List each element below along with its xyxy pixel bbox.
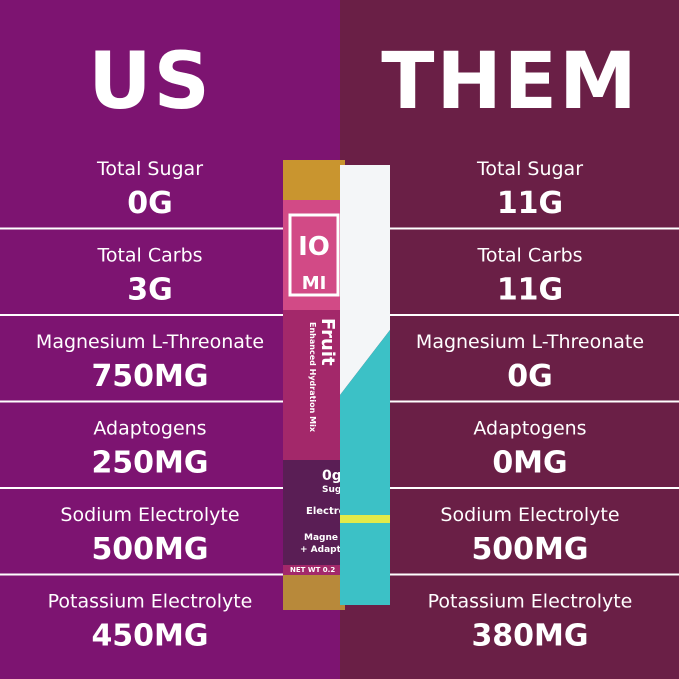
row-label: Magnesium L-Threonate (36, 331, 264, 353)
row-label: Total Carbs (476, 245, 582, 267)
packet: IO MI Fruit Enhanced Hydration Mix 0g Su… (283, 160, 390, 610)
them-value: 380MG (471, 619, 588, 654)
electro: Electro (306, 506, 346, 517)
them-header: THEM (381, 37, 638, 127)
us-value: 250MG (91, 446, 208, 481)
row-label: Sodium Electrolyte (60, 504, 239, 526)
brand-top: IO (298, 232, 330, 262)
sugar-label: Sug (322, 485, 341, 495)
packet-pink (283, 200, 345, 310)
row-label: Potassium Electrolyte (48, 591, 253, 613)
us-value: 3G (127, 273, 173, 308)
sugar-value: 0g (322, 468, 342, 484)
them-value: 0MG (492, 446, 567, 481)
row-label: Magnesium L-Threonate (416, 331, 644, 353)
them-value: 11G (497, 186, 563, 221)
them-panel (340, 0, 679, 679)
us-value: 450MG (91, 619, 208, 654)
row-label: Sodium Electrolyte (440, 504, 619, 526)
us-value: 0G (127, 186, 173, 221)
adapto: + Adapto (300, 545, 347, 555)
white-packet (340, 165, 390, 395)
row-label: Potassium Electrolyte (428, 591, 633, 613)
magne: Magne (304, 533, 338, 543)
row-label: Adaptogens (93, 418, 206, 440)
us-value: 500MG (91, 532, 208, 567)
them-value: 500MG (471, 532, 588, 567)
packet-lower (283, 460, 345, 565)
packet-fruit-bottom (283, 575, 345, 610)
row-label: Total Carbs (96, 245, 202, 267)
net-wt: NET WT 0.2 (290, 566, 335, 574)
teal-packet (340, 330, 390, 605)
brand-bottom: MI (302, 273, 327, 294)
subtitle: Enhanced Hydration Mix (308, 322, 317, 433)
row-label: Adaptogens (473, 418, 586, 440)
logo-frame (288, 213, 340, 297)
row-label: Total Sugar (96, 158, 203, 180)
packet-fruit-top (283, 160, 345, 200)
us-value: 750MG (91, 359, 208, 394)
row-label: Total Sugar (476, 158, 583, 180)
us-header: US (88, 37, 212, 127)
flavor: Fruit (317, 318, 338, 366)
them-value: 11G (497, 273, 563, 308)
yellow-stripe (340, 515, 390, 523)
them-value: 0G (507, 359, 553, 394)
